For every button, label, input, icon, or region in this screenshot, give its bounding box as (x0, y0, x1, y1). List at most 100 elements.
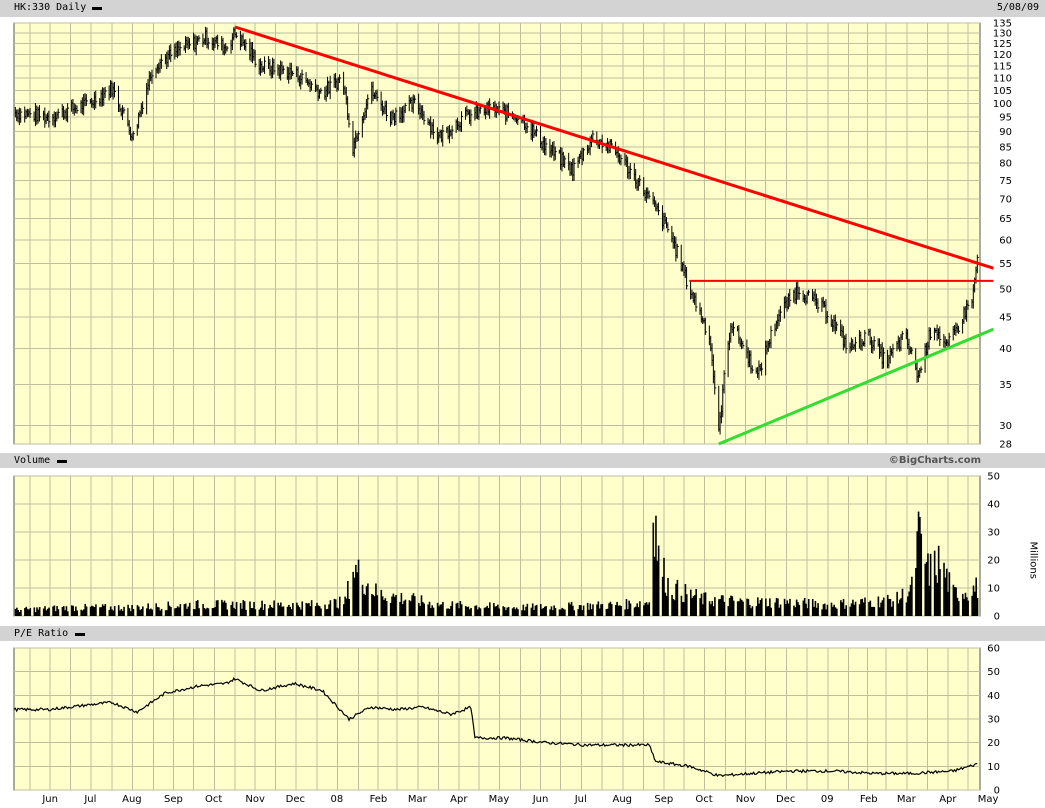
volume-bar (596, 604, 598, 616)
volume-bar (832, 606, 834, 616)
volume-bar (507, 607, 510, 616)
volume-bar (494, 606, 496, 616)
volume-bar (71, 605, 73, 616)
volume-bar (854, 601, 857, 616)
volume-bar (939, 569, 941, 616)
volume-bar (289, 606, 291, 616)
volume-bar (498, 608, 501, 616)
volume-bar (643, 605, 645, 616)
volume-bar (281, 606, 283, 616)
volume-bar (131, 605, 133, 616)
volume-bar (672, 598, 675, 616)
volume-bar (936, 582, 939, 616)
volume-bar (711, 601, 714, 616)
volume-bar (243, 601, 246, 616)
volume-bar (89, 606, 92, 616)
volume-bar (830, 602, 833, 616)
volume-bar (250, 608, 253, 616)
volume-bar (570, 601, 573, 616)
volume-bar (337, 608, 340, 616)
volume-bar (273, 600, 275, 616)
volume-bar (834, 607, 837, 616)
volume-bar (37, 609, 40, 616)
volume-bar (578, 605, 581, 616)
x-tick-label: Apr (450, 794, 468, 805)
volume-bar (935, 575, 937, 616)
volume-unit-label: Millions (1027, 541, 1039, 579)
volume-bar (625, 599, 628, 616)
x-tick-label: May (489, 794, 510, 805)
volume-bar (610, 604, 613, 616)
volume-bar (36, 607, 38, 616)
volume-bar (606, 608, 609, 616)
x-tick-label: Nov (245, 794, 265, 805)
volume-bar (241, 608, 243, 616)
volume-bar (798, 604, 801, 616)
volume-bar (447, 608, 450, 616)
volume-bar (187, 606, 190, 616)
volume-bar (316, 602, 318, 616)
volume-bar (25, 606, 28, 616)
volume-bar (562, 608, 565, 616)
volume-bar (917, 511, 920, 616)
copyright-label: ©BigCharts.com (888, 455, 981, 466)
volume-bar (314, 606, 317, 616)
volume-bar (718, 599, 720, 616)
volume-bar (46, 608, 49, 616)
price-header-bar (0, 0, 1045, 17)
volume-bar (751, 606, 754, 616)
volume-bar (704, 592, 707, 616)
volume-bar (203, 607, 206, 616)
volume-bar (262, 609, 265, 616)
price-legend-swatch (92, 7, 102, 10)
volume-bar (675, 583, 677, 616)
volume-bar (873, 606, 876, 616)
volume-bar (600, 604, 602, 616)
price-y-tick-label: 65 (999, 214, 1012, 225)
price-y-tick-label: 115 (993, 61, 1012, 72)
volume-bar (624, 609, 626, 616)
price-y-tick-label: 45 (999, 313, 1012, 324)
volume-bar (869, 600, 872, 616)
price-y-tick-label: 90 (999, 127, 1012, 138)
volume-bar (635, 606, 637, 616)
volume-bar (80, 609, 82, 616)
volume-bar (385, 601, 388, 616)
volume-bar (691, 598, 693, 616)
volume-y-tick-label: 0 (994, 612, 1000, 623)
price-y-tick-label: 120 (993, 50, 1012, 61)
volume-bar (483, 607, 486, 616)
volume-bar (609, 601, 612, 616)
price-y-tick-label: 40 (999, 344, 1012, 355)
volume-bar (418, 602, 420, 616)
x-tick-label: Sep (654, 794, 673, 805)
volume-bar (214, 607, 216, 616)
volume-bar (26, 608, 29, 616)
volume-bar (487, 607, 490, 616)
volume-bar (836, 608, 838, 616)
volume-bar (731, 596, 734, 616)
volume-bar (794, 607, 797, 616)
volume-bar (178, 607, 180, 616)
volume-bar (103, 605, 105, 616)
volume-bar (614, 605, 617, 616)
volume-bar (806, 608, 809, 616)
volume-bar (817, 603, 819, 616)
volume-bar (456, 602, 459, 616)
volume-bar (886, 594, 889, 616)
volume-bar (975, 577, 977, 616)
volume-bar (16, 607, 18, 616)
volume-bar (269, 604, 271, 616)
volume-bar (298, 607, 301, 616)
volume-bar (568, 602, 570, 616)
volume-bar (66, 611, 69, 616)
price-plot-area (13, 22, 981, 445)
volume-bar (211, 608, 214, 616)
volume-bar (877, 596, 880, 616)
volume-bar (663, 557, 665, 616)
volume-bar (889, 598, 892, 616)
volume-bar (755, 606, 758, 616)
volume-bar (815, 607, 818, 616)
volume-bar (230, 604, 233, 616)
volume-bar (652, 522, 655, 616)
